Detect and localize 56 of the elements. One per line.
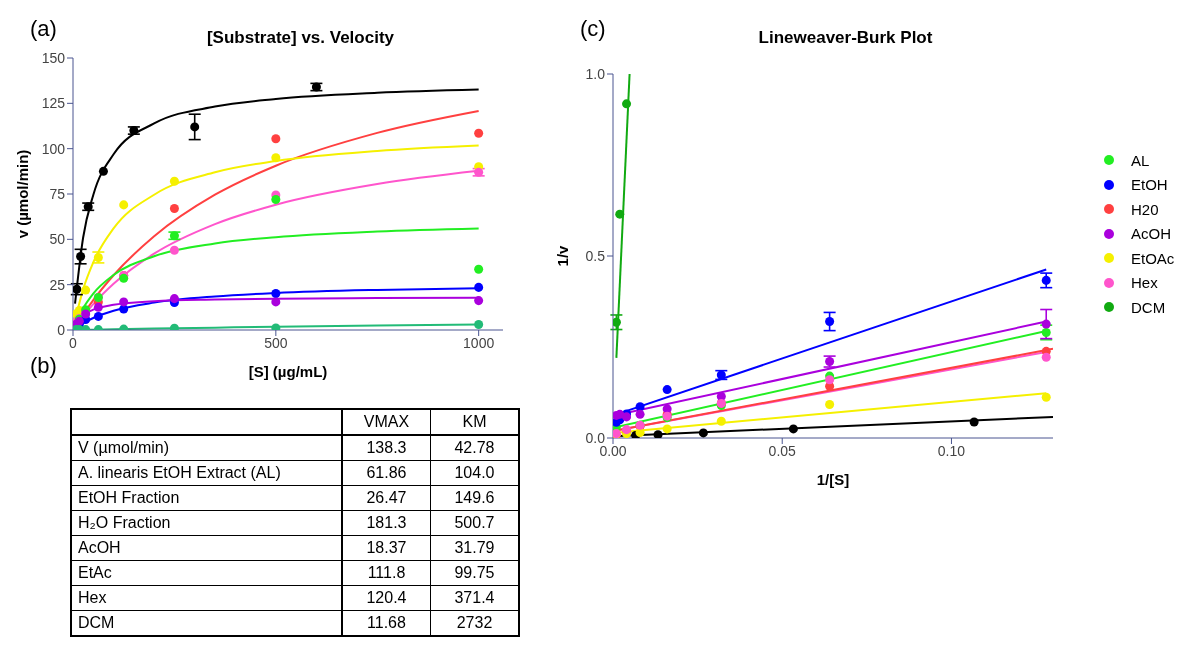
category-label: EtOH Fraction xyxy=(78,489,180,506)
legend-label: DCM xyxy=(1131,298,1166,316)
y-axis-title: 1/v xyxy=(554,244,572,267)
x-tick-label: 0.10 xyxy=(937,442,966,459)
text: 18.37 xyxy=(366,539,407,556)
text: 149.6 xyxy=(454,489,495,506)
text: 181.3 xyxy=(366,514,407,531)
x-axis-title: [S] (µg/mL) xyxy=(248,362,328,380)
y-tick-label: 0 xyxy=(57,321,66,338)
category-label: EtAc xyxy=(78,564,112,581)
y-tick-label: 125 xyxy=(41,95,66,112)
category-label: DCM xyxy=(78,614,115,631)
y-axis-title: v (µmol/min) xyxy=(14,149,32,239)
legend-label: AL xyxy=(1131,151,1150,169)
text: (c) xyxy=(580,16,606,42)
text: 500.7 xyxy=(454,514,495,531)
category-label: AcOH xyxy=(78,539,121,556)
text: 2732 xyxy=(456,614,493,631)
chart-title: [Substrate] vs. Velocity xyxy=(205,28,396,48)
y-tick-label: 1.0 xyxy=(585,65,606,82)
legend-label: EtOAc xyxy=(1131,249,1175,267)
text: 61.86 xyxy=(366,464,407,481)
x-tick-label: 0.05 xyxy=(768,442,797,459)
y-tick-label: 50 xyxy=(49,231,66,248)
category-label: Hex xyxy=(78,589,107,606)
x-tick-label: 0 xyxy=(69,334,78,351)
x-axis-title: 1/[S] xyxy=(816,470,850,488)
legend-label: EtOH xyxy=(1131,176,1168,194)
category-label: V (µmol/min) xyxy=(78,439,169,456)
legend-label: H20 xyxy=(1131,200,1159,218)
category-label: KM xyxy=(430,409,519,435)
text: 11.68 xyxy=(367,614,406,631)
legend-label: AcOH xyxy=(1131,225,1172,243)
legend-label: Hex xyxy=(1131,274,1158,292)
text: 371.4 xyxy=(454,589,495,606)
text: 138.3 xyxy=(366,439,407,456)
y-tick-label: 25 xyxy=(49,276,66,293)
text: 111.8 xyxy=(367,564,406,581)
x-tick-label: 1000 xyxy=(463,334,495,351)
x-tick-label: 500 xyxy=(264,334,288,351)
text: (a) xyxy=(30,16,57,42)
category-label: A. linearis EtOH Extract (AL) xyxy=(78,464,281,481)
y-tick-label: 0.5 xyxy=(585,247,606,264)
text: 42.78 xyxy=(454,439,495,456)
y-tick-label: 150 xyxy=(41,49,66,66)
text: 26.47 xyxy=(366,489,407,506)
y-tick-label: 100 xyxy=(41,140,66,157)
text: 99.75 xyxy=(454,564,495,581)
category-label: VMAX xyxy=(342,409,431,435)
y-tick-label: 75 xyxy=(49,185,66,202)
text: 120.4 xyxy=(366,589,407,606)
text: 31.79 xyxy=(454,539,495,556)
text: (b) xyxy=(30,353,57,379)
category-label: H₂O Fraction xyxy=(78,514,171,531)
text: 104.0 xyxy=(454,464,495,481)
chart-title: Lineweaver-Burk Plot xyxy=(757,28,934,48)
